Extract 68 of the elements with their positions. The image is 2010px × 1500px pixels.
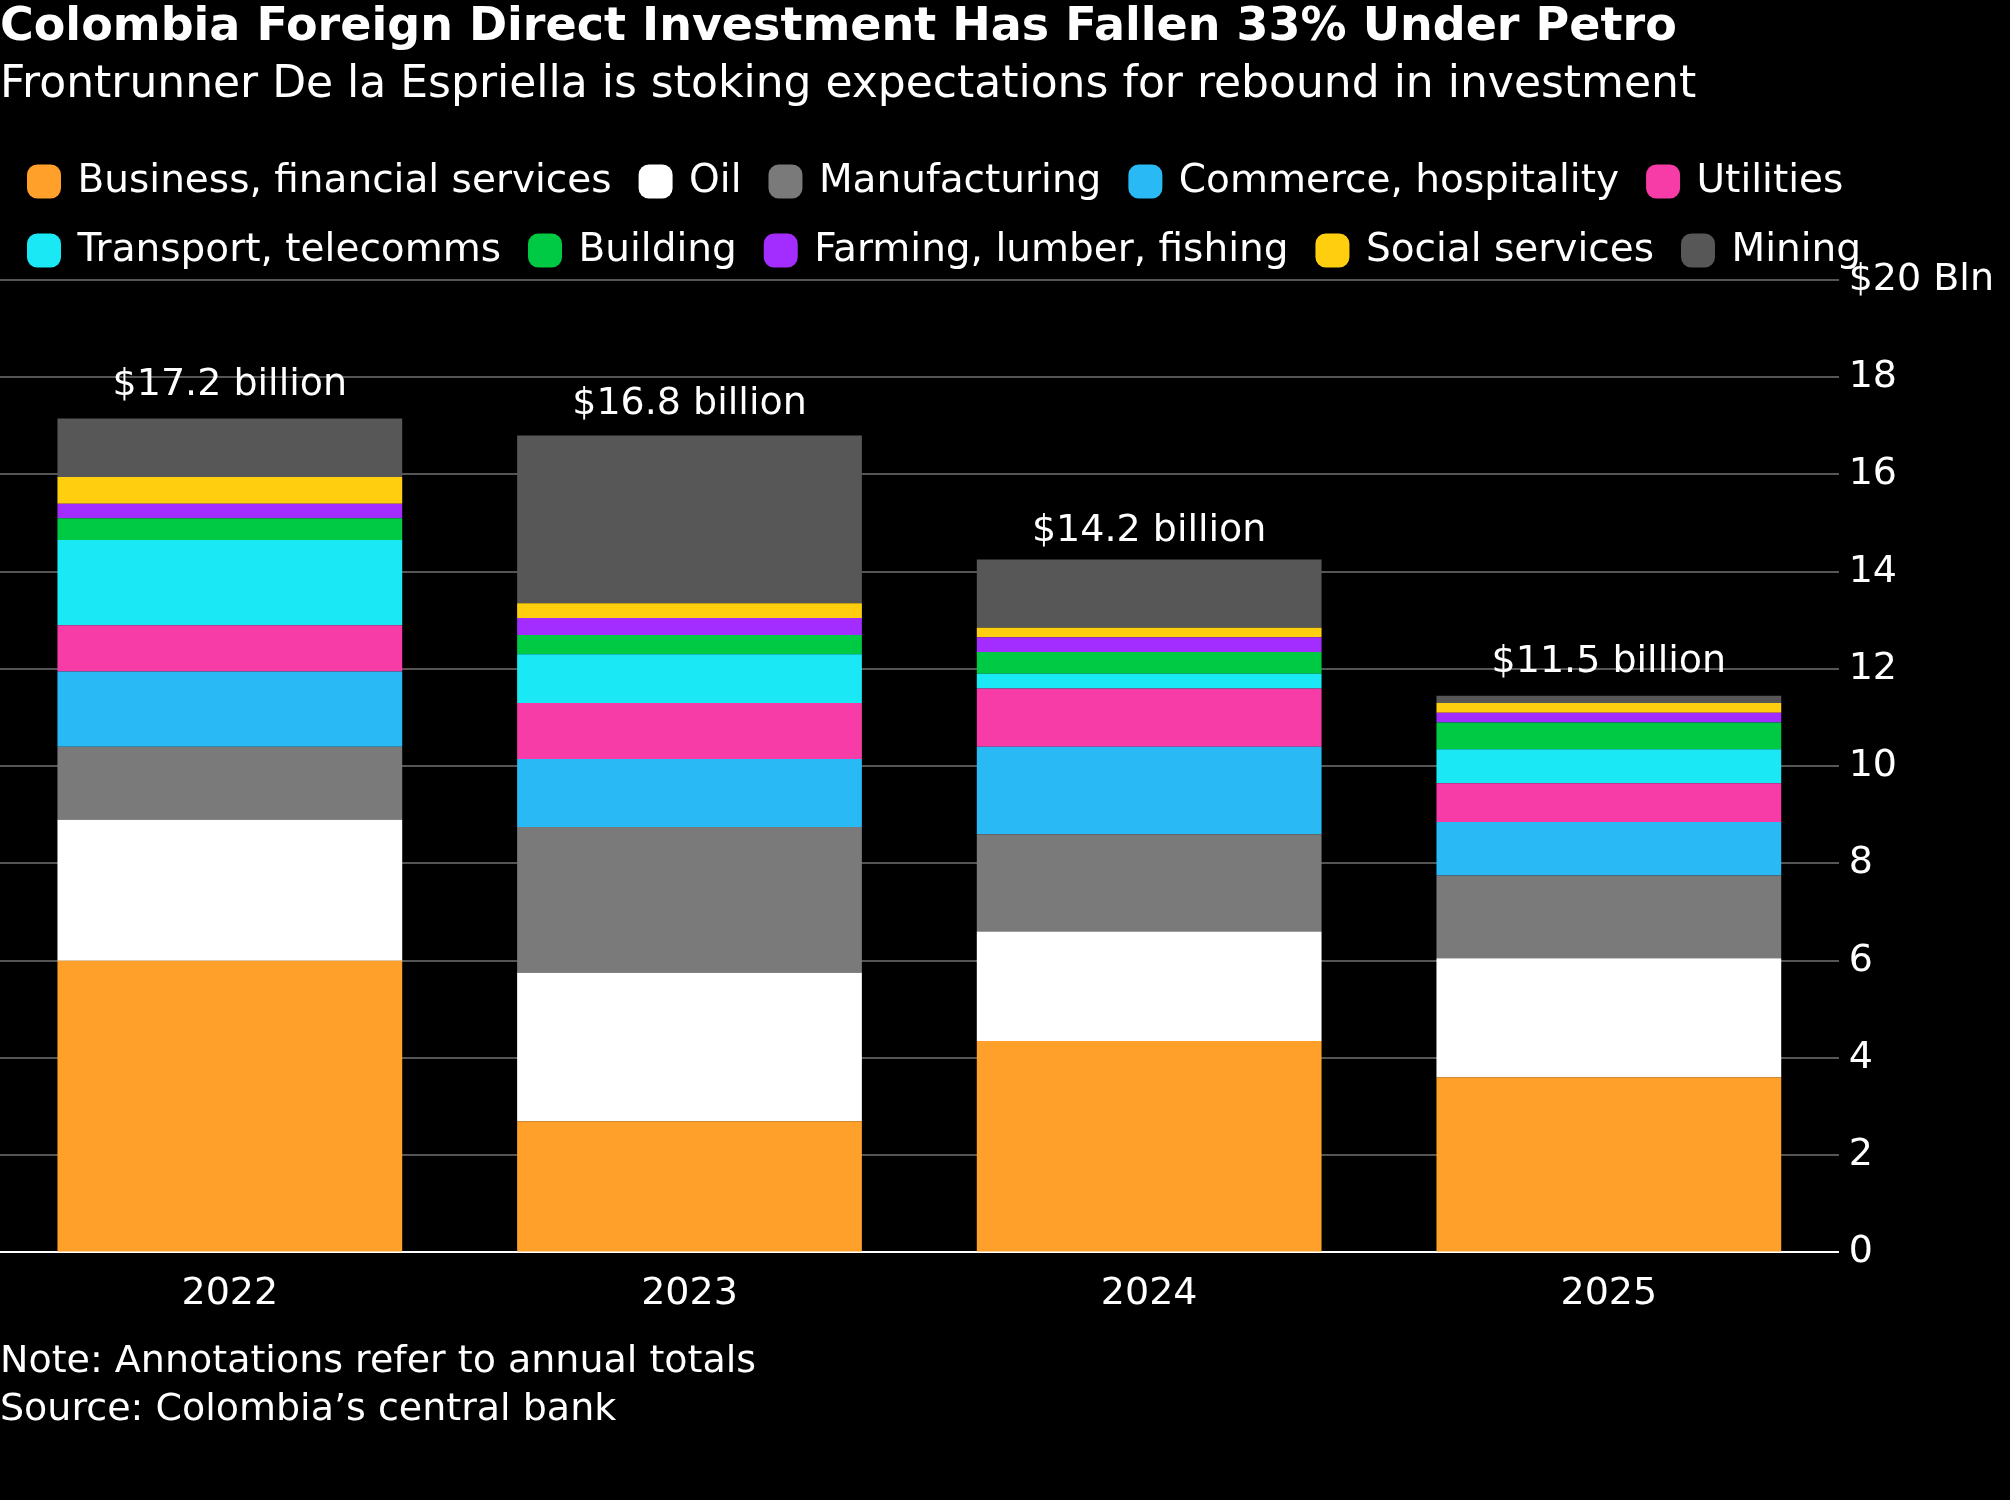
legend-label: Manufacturing: [818, 155, 1102, 201]
legend-label: Utilities: [1696, 155, 1844, 201]
bar: [976, 637, 1322, 652]
legend-label: Commerce, hospitality: [1178, 155, 1620, 201]
y-tick-label: 0: [1848, 1227, 1873, 1272]
bar: [1436, 1077, 1782, 1252]
bar: [517, 1121, 862, 1252]
bar: [1436, 958, 1782, 1078]
bar: [517, 603, 862, 618]
bar: [57, 960, 403, 1252]
y-tick-label: 8: [1848, 838, 1873, 883]
bar: [517, 702, 862, 759]
bar: [57, 503, 403, 519]
annotation: $11.5 billion: [1491, 637, 1727, 682]
x-tick-label: 2024: [1100, 1269, 1198, 1314]
legend-label: Business, financial services: [77, 155, 612, 201]
bar: [976, 931, 1322, 1041]
legend-label: Oil: [689, 155, 742, 201]
legend-label: Building: [578, 224, 737, 270]
x-tick-label: 2022: [181, 1269, 279, 1314]
chart-title: Colombia Foreign Direct Investment Has Fallen 33% Under Petro: [0, 0, 1677, 51]
annotation: $14.2 billion: [1031, 505, 1267, 550]
bar: [517, 758, 862, 827]
bar: [517, 826, 862, 973]
bar: [976, 746, 1322, 835]
bar: [976, 688, 1322, 747]
y-tick-label: 18: [1848, 352, 1898, 397]
y-tick-label: 2: [1848, 1130, 1873, 1175]
legend-label: Social services: [1365, 224, 1654, 270]
bar: [57, 819, 403, 961]
y-tick-label: 12: [1848, 643, 1898, 688]
bar: [1436, 822, 1782, 876]
y-tick-label: 10: [1848, 741, 1898, 786]
bar: [517, 634, 862, 655]
bar: [57, 518, 403, 541]
bar: [976, 627, 1322, 638]
bar: [57, 746, 403, 820]
bar: [517, 654, 862, 703]
bar: [1436, 749, 1782, 784]
bar: [976, 673, 1322, 689]
bar: [1436, 702, 1782, 713]
bar: [976, 1040, 1322, 1252]
bar: [57, 671, 403, 747]
annotation: $17.2 billion: [112, 360, 348, 405]
bar: [57, 476, 403, 504]
y-tick-label: 4: [1848, 1032, 1873, 1077]
source-note: Source: Colombia’s central bank: [0, 1384, 618, 1431]
chart-subtitle: Frontrunner De la Espriella is stoking expectations for rebound in investment: [0, 56, 1697, 108]
bar: [1436, 783, 1782, 823]
bar: [57, 625, 403, 672]
legend-label: Farming, lumber, fishing: [814, 224, 1289, 270]
y-tick-label: 16: [1848, 449, 1898, 494]
x-tick-label: 2025: [1560, 1269, 1658, 1314]
y-tick-label: 6: [1848, 935, 1873, 980]
annotation: $16.8 billion: [572, 379, 807, 424]
bar: [1436, 712, 1782, 723]
bar: [1436, 695, 1782, 703]
x-tick-label: 2023: [641, 1269, 738, 1314]
y-tick-label: 14: [1848, 546, 1898, 591]
bar: [976, 834, 1322, 932]
bar: [57, 540, 403, 626]
bar: [517, 617, 862, 635]
bar: [1436, 875, 1782, 959]
text: Note: Annotations refer to annual totals: [0, 1336, 757, 1383]
bar: [1436, 722, 1782, 750]
bar: [517, 972, 862, 1122]
bar: [976, 651, 1322, 674]
legend-label: Transport, telecomms: [76, 224, 502, 270]
